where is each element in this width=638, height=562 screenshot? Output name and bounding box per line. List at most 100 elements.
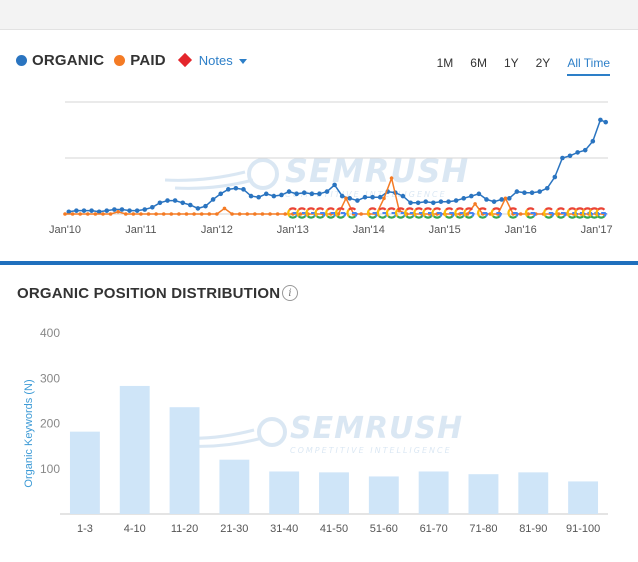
organic-point xyxy=(582,147,588,153)
position-distribution-title: ORGANIC POSITION DISTRIBUTION xyxy=(17,285,281,302)
organic-point xyxy=(590,138,596,144)
google-g-arc xyxy=(478,215,487,219)
line-chart-series xyxy=(63,117,609,216)
google-g-arc xyxy=(307,207,316,211)
google-g-arc xyxy=(343,212,347,218)
bar-91-100 xyxy=(568,481,599,514)
organic-point xyxy=(286,189,292,194)
organic-point xyxy=(552,174,558,180)
google-g-arc xyxy=(492,207,501,211)
info-icon[interactable]: i xyxy=(282,285,298,301)
google-g-icon xyxy=(595,207,607,219)
bar-x-tick-label: 51-60 xyxy=(370,523,398,535)
range-tab-all-time[interactable]: All Time xyxy=(567,56,610,76)
bar-x-tick-label: 41-50 xyxy=(320,523,348,535)
google-g-arc xyxy=(515,212,519,218)
google-g-icon xyxy=(463,207,475,219)
range-tab-1y[interactable]: 1Y xyxy=(503,56,519,70)
range-tab-1m[interactable]: 1M xyxy=(436,56,454,70)
google-g-icon xyxy=(443,207,455,219)
line-x-tick-label: Jan'16 xyxy=(505,224,537,236)
legend-paid[interactable]: PAID xyxy=(114,52,166,69)
google-g-icon xyxy=(477,207,489,219)
organic-point xyxy=(301,190,307,196)
google-g-arc xyxy=(597,207,606,211)
organic-point xyxy=(603,119,609,125)
google-g-icon xyxy=(335,207,347,219)
range-tab-2y[interactable]: 2Y xyxy=(535,56,551,70)
google-g-icon xyxy=(385,207,398,219)
notes-dropdown[interactable]: Notes xyxy=(176,53,247,68)
paid-point xyxy=(503,196,508,201)
paid-point xyxy=(184,212,189,216)
bar-y-axis-label: Organic Keywords (N) xyxy=(23,379,35,487)
google-g-icon xyxy=(296,207,308,219)
google-g-arc xyxy=(532,212,537,218)
google-g-arc xyxy=(464,207,474,211)
paid-point xyxy=(131,212,136,216)
paid-point xyxy=(146,212,151,216)
google-g-arc xyxy=(526,207,535,211)
organic-point xyxy=(309,191,315,197)
google-g-arc xyxy=(574,208,578,218)
organic-point xyxy=(66,209,72,215)
organic-point xyxy=(355,198,360,203)
paid-point xyxy=(359,212,363,216)
organic-point xyxy=(74,208,79,213)
line-x-tick-label: Jan'13 xyxy=(277,224,309,236)
google-g-arc xyxy=(378,207,387,211)
watermark-tagline: COMPETITIVE INTELLIGENCE xyxy=(290,446,452,455)
google-g-arc xyxy=(597,215,606,219)
organic-point xyxy=(157,200,163,206)
google-g-arc xyxy=(414,207,423,211)
google-g-icon xyxy=(346,207,358,219)
range-tab-6m[interactable]: 6M xyxy=(470,56,487,70)
line-x-tick-label: Jan'17 xyxy=(581,224,613,236)
google-g-arc xyxy=(575,207,584,211)
google-g-arc xyxy=(405,215,414,219)
organic-point xyxy=(241,187,246,192)
google-g-arc xyxy=(414,215,423,219)
paid-point xyxy=(215,212,219,216)
organic-point xyxy=(96,209,102,215)
organic-point xyxy=(431,200,436,206)
google-g-arc xyxy=(455,207,464,211)
google-g-arc xyxy=(376,208,381,218)
bar-71-80 xyxy=(468,474,499,514)
paid-point xyxy=(473,202,477,206)
google-g-arc xyxy=(433,215,442,219)
organic-point xyxy=(598,117,603,123)
organic-point xyxy=(150,204,155,210)
google-g-arc xyxy=(464,215,474,219)
paid-point xyxy=(169,212,174,216)
paid-point xyxy=(108,212,113,216)
organic-point xyxy=(469,193,474,199)
google-g-arc xyxy=(346,208,350,218)
paid-point xyxy=(298,212,303,216)
organic-point xyxy=(279,192,284,198)
google-g-arc xyxy=(297,207,306,211)
google-g-arc xyxy=(307,215,316,219)
bar-x-tick-label: 1-3 xyxy=(77,523,93,535)
google-g-arc xyxy=(581,208,586,218)
google-g-arc xyxy=(354,212,358,218)
google-g-arc xyxy=(366,208,371,218)
organic-point xyxy=(575,150,580,155)
organic-point xyxy=(332,182,337,188)
paid-dot-icon xyxy=(114,54,126,66)
bar-y-tick-label: 100 xyxy=(40,462,60,476)
organic-point xyxy=(317,191,322,197)
line-x-tick-label: Jan'12 xyxy=(201,224,233,236)
paid-point xyxy=(161,212,166,216)
paid-point xyxy=(63,212,67,216)
line-x-tick-label: Jan'10 xyxy=(49,224,81,236)
google-g-arc xyxy=(433,207,442,211)
google-update-markers xyxy=(287,207,607,219)
paid-point xyxy=(245,212,250,216)
line-x-tick-label: Jan'14 xyxy=(353,224,385,236)
google-g-icon xyxy=(543,207,555,219)
google-g-arc xyxy=(478,207,487,211)
legend-organic[interactable]: ORGANIC xyxy=(16,52,104,69)
google-g-arc xyxy=(463,208,467,218)
bar-y-tick-label: 200 xyxy=(40,417,60,431)
